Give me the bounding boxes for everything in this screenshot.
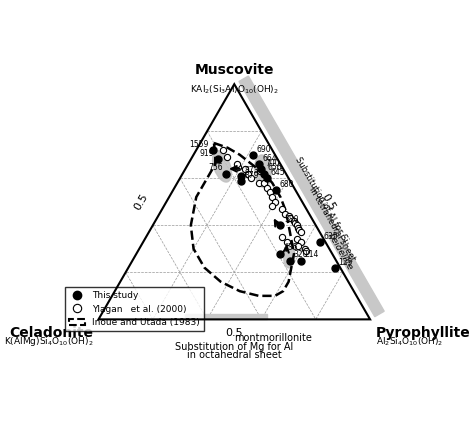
- Text: 0.5: 0.5: [133, 192, 150, 212]
- Text: 635: 635: [323, 232, 338, 241]
- Text: 320: 320: [293, 250, 308, 259]
- Text: 0.5: 0.5: [320, 192, 337, 212]
- Text: 1559: 1559: [190, 140, 209, 149]
- Text: 656: 656: [268, 163, 283, 172]
- Text: Substitution of Al for Si: Substitution of Al for Si: [293, 156, 349, 244]
- Text: Pyrophyllite: Pyrophyllite: [375, 326, 470, 340]
- Text: in octahedral sheet: in octahedral sheet: [187, 350, 282, 360]
- Text: 664: 664: [262, 154, 277, 163]
- Text: 0.5: 0.5: [226, 327, 243, 338]
- Polygon shape: [185, 315, 267, 319]
- Polygon shape: [239, 76, 384, 317]
- Text: 580: 580: [284, 215, 299, 224]
- Text: K(AlMg)Si$_4$O$_{10}$(OH)$_2$: K(AlMg)Si$_4$O$_{10}$(OH)$_2$: [4, 335, 93, 348]
- Text: 873: 873: [245, 166, 259, 175]
- Text: 214: 214: [304, 250, 319, 259]
- Text: beidellite: beidellite: [326, 231, 355, 272]
- Text: in tetrahedral sheet: in tetrahedral sheet: [307, 186, 357, 263]
- Text: 645: 645: [270, 168, 285, 177]
- Ellipse shape: [284, 246, 295, 268]
- Text: 125: 125: [338, 258, 353, 267]
- Text: KAl$_2$(Si$_3$Al)O$_{10}$(OH)$_2$: KAl$_2$(Si$_3$Al)O$_{10}$(OH)$_2$: [190, 83, 279, 96]
- Text: 690: 690: [257, 145, 272, 154]
- Text: montmorillonite: montmorillonite: [234, 333, 312, 344]
- Text: Substitution of Mg for Al: Substitution of Mg for Al: [175, 342, 293, 353]
- Text: Celadonite: Celadonite: [9, 326, 93, 340]
- Ellipse shape: [255, 155, 271, 187]
- Text: 879: 879: [245, 170, 259, 179]
- Text: Muscovite: Muscovite: [194, 63, 274, 77]
- Text: 700: 700: [265, 159, 280, 168]
- Text: Al$_2$Si$_4$O$_{10}$(OH)$_2$: Al$_2$Si$_4$O$_{10}$(OH)$_2$: [375, 335, 443, 348]
- Text: 756: 756: [208, 163, 223, 172]
- Text: 435: 435: [284, 244, 299, 253]
- Legend: This study, Ylagan    et al. (2000), Inoue and Utada (1983): This study, Ylagan et al. (2000), Inoue …: [65, 288, 204, 331]
- Text: 680: 680: [280, 180, 294, 189]
- Ellipse shape: [213, 151, 231, 182]
- Text: 919: 919: [200, 149, 214, 158]
